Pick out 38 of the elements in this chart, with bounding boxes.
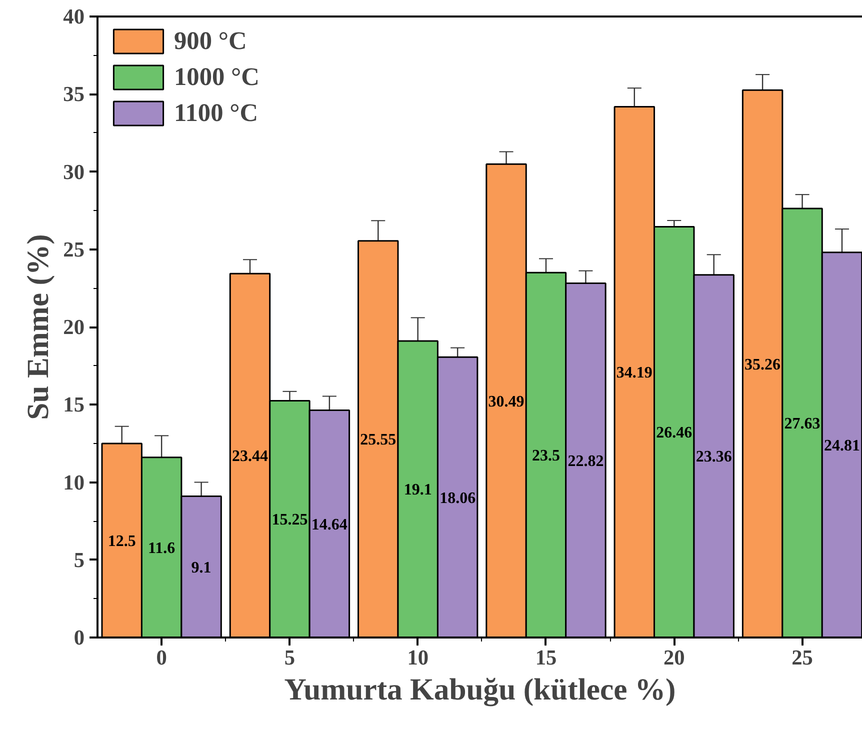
x-tick-label: 10 xyxy=(407,646,429,670)
y-tick-label: 40 xyxy=(63,4,84,28)
data-label: 34.19 xyxy=(616,364,652,382)
x-tick-label: 20 xyxy=(663,646,685,670)
y-tick-label: 5 xyxy=(74,548,85,572)
data-label: 23.36 xyxy=(696,448,732,466)
data-label: 35.26 xyxy=(744,356,781,374)
data-label: 23.44 xyxy=(232,448,268,466)
legend-label: 1100 °C xyxy=(174,98,258,128)
legend-label: 900 °C xyxy=(174,26,247,56)
x-tick-label: 5 xyxy=(284,646,296,670)
y-tick-label: 10 xyxy=(63,470,84,494)
data-label: 9.1 xyxy=(191,559,212,576)
x-tick-label: 0 xyxy=(156,646,167,670)
y-tick-label: 25 xyxy=(63,237,84,262)
y-tick-label: 35 xyxy=(63,82,84,106)
data-label: 27.63 xyxy=(784,416,820,433)
data-label: 18.06 xyxy=(440,490,476,507)
data-label: 14.64 xyxy=(311,516,348,534)
data-label: 19.1 xyxy=(404,482,432,499)
x-tick-label: 15 xyxy=(535,646,557,670)
y-tick-label: 15 xyxy=(63,392,84,417)
data-label: 24.81 xyxy=(824,437,860,454)
data-label: 23.5 xyxy=(532,448,560,465)
data-label: 15.25 xyxy=(272,512,308,529)
legend-label: 1000 °C xyxy=(174,62,260,92)
y-axis-title: Su Emme (%) xyxy=(21,234,56,420)
data-label: 30.49 xyxy=(488,393,524,410)
data-label: 26.46 xyxy=(656,424,692,442)
y-tick-label: 30 xyxy=(63,160,84,184)
x-axis-title: Yumurta Kabuğu (kütlece %) xyxy=(284,672,676,706)
data-label: 11.6 xyxy=(148,540,176,557)
data-label: 12.5 xyxy=(108,532,136,550)
y-tick-label: 0 xyxy=(74,626,85,650)
x-tick-label: 25 xyxy=(792,646,813,670)
data-label: 22.82 xyxy=(568,452,604,470)
data-label: 25.55 xyxy=(360,432,396,449)
y-tick-label: 20 xyxy=(63,315,84,339)
